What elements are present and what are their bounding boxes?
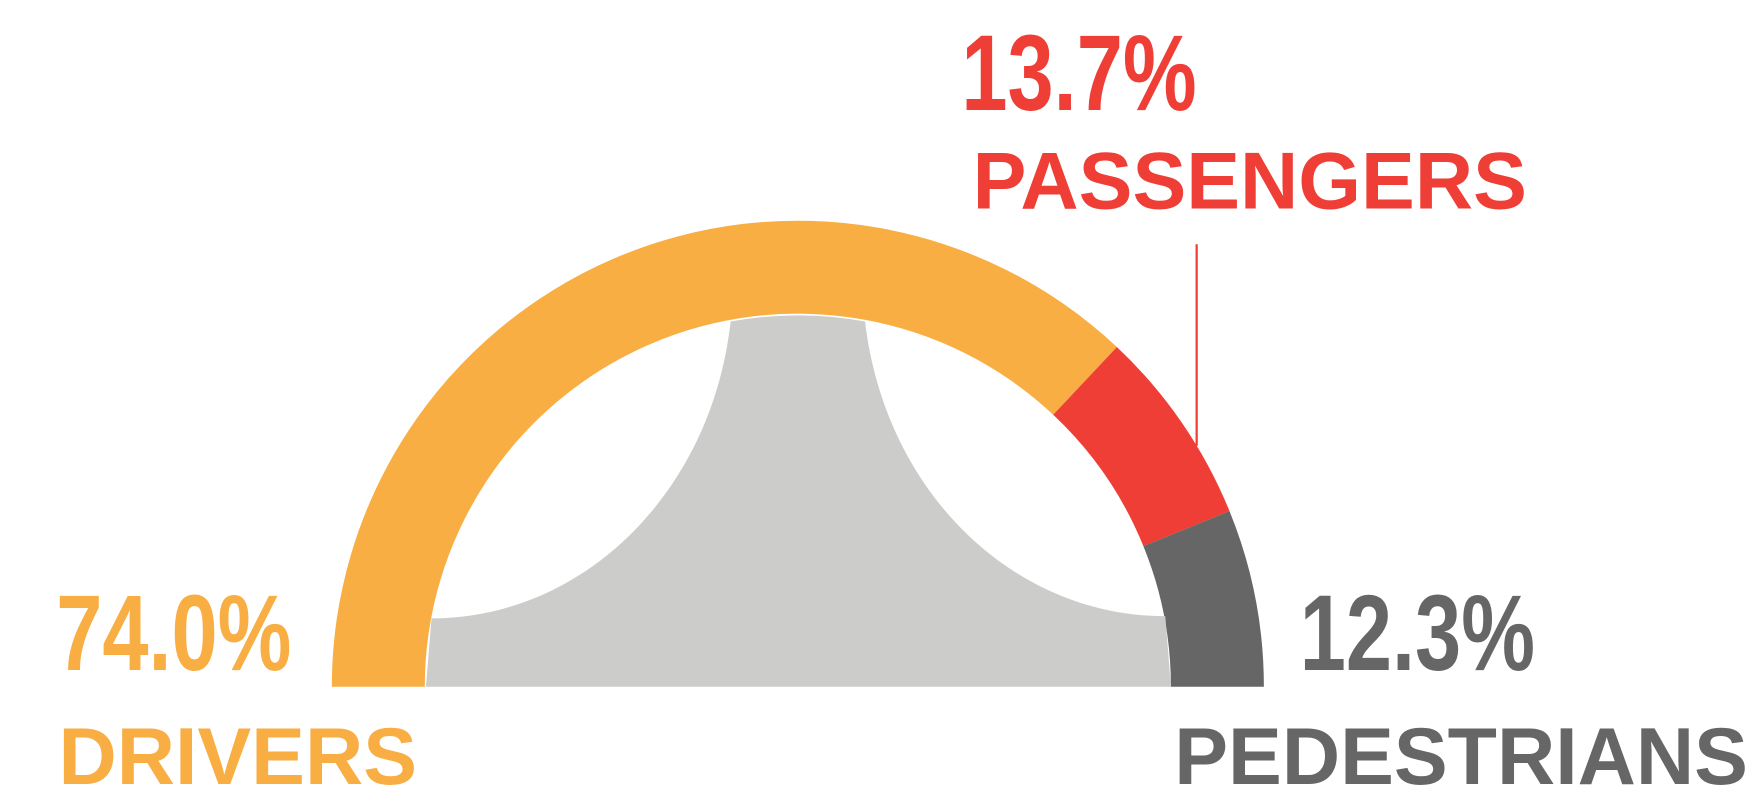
slice: [1143, 511, 1264, 687]
slice: [331, 220, 1117, 687]
value-label: 74.0%: [56, 573, 291, 693]
category-label: DRIVERS: [58, 712, 417, 801]
category-label: PEDESTRIANS: [1174, 712, 1748, 801]
value-label: 12.3%: [1300, 573, 1535, 693]
value-label: 13.7%: [961, 13, 1196, 133]
slice: [1053, 347, 1230, 547]
steering-wheel: [425, 315, 1171, 687]
category-label: PASSENGERS: [973, 136, 1527, 226]
